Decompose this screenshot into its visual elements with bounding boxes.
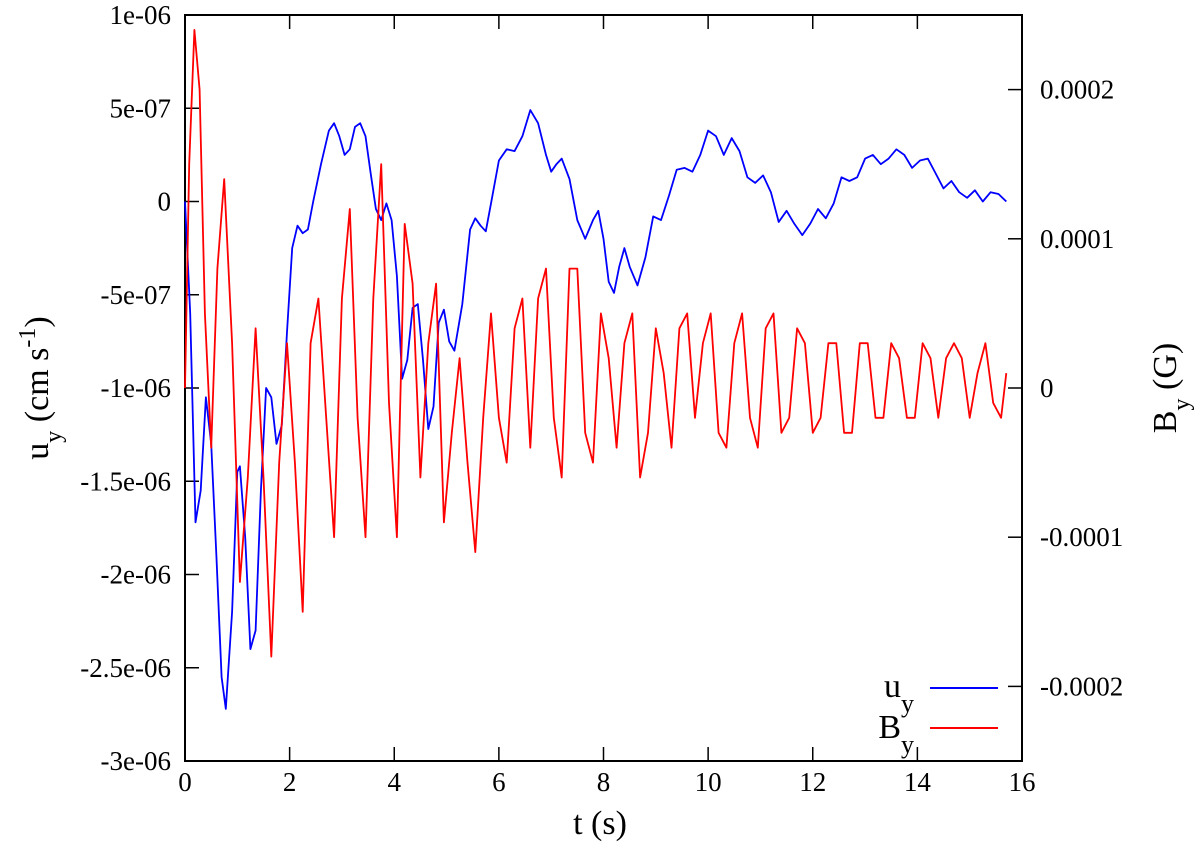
y2-tick-label: 0.0002 xyxy=(1040,75,1114,105)
y2-tick-label: -0.0002 xyxy=(1040,671,1123,701)
y-tick-label: -1.5e-06 xyxy=(80,466,171,496)
y-axis-label-left: uy (cm s-1) xyxy=(15,316,67,459)
y-axis-label-right: By (G) xyxy=(1147,343,1195,433)
y-axis-left: 1e-06 5e-07 0 -5e-07 -1e-06 -1.5e-06 -2e-06 -2.… xyxy=(80,0,199,776)
y-tick-label: -3e-06 xyxy=(101,746,171,776)
series-line-1 xyxy=(184,28,1008,658)
x-tick-label: 4 xyxy=(388,767,402,797)
legend-label-b: By xyxy=(878,709,914,759)
y2-tick-label: 0 xyxy=(1040,373,1054,403)
legend-label-u: uy xyxy=(884,668,914,718)
x-tick-label: 2 xyxy=(283,767,297,797)
y-axis-right: 0.0002 0.0001 0 -0.0001 -0.0002 xyxy=(1008,75,1123,701)
plot-frame xyxy=(184,14,1023,762)
x-tick-label: 0 xyxy=(178,767,192,797)
y-tick-label: -2e-06 xyxy=(101,560,171,590)
y-tick-label: -5e-07 xyxy=(101,280,171,310)
y2-tick-label: -0.0001 xyxy=(1040,522,1123,552)
series-group xyxy=(184,28,1008,710)
x-tick-label: 10 xyxy=(695,767,722,797)
y-tick-label: 5e-07 xyxy=(110,93,171,123)
y-tick-label: -2.5e-06 xyxy=(80,653,171,683)
series-line-0 xyxy=(184,109,1007,710)
x-tick-label: 12 xyxy=(799,767,826,797)
y2-tick-label: 0.0001 xyxy=(1040,224,1114,254)
x-axis-label: t (s) xyxy=(573,805,627,842)
x-tick-label: 16 xyxy=(1009,767,1036,797)
y-tick-label: -1e-06 xyxy=(101,373,171,403)
y-tick-label: 0 xyxy=(158,187,172,217)
x-tick-label: 6 xyxy=(492,767,506,797)
x-tick-label: 14 xyxy=(904,767,932,797)
x-axis: 0 2 4 6 8 10 12 14 16 xyxy=(178,15,1036,797)
legend: uy By xyxy=(878,668,998,759)
y-tick-label: 1e-06 xyxy=(110,0,171,30)
x-tick-label: 8 xyxy=(597,767,611,797)
